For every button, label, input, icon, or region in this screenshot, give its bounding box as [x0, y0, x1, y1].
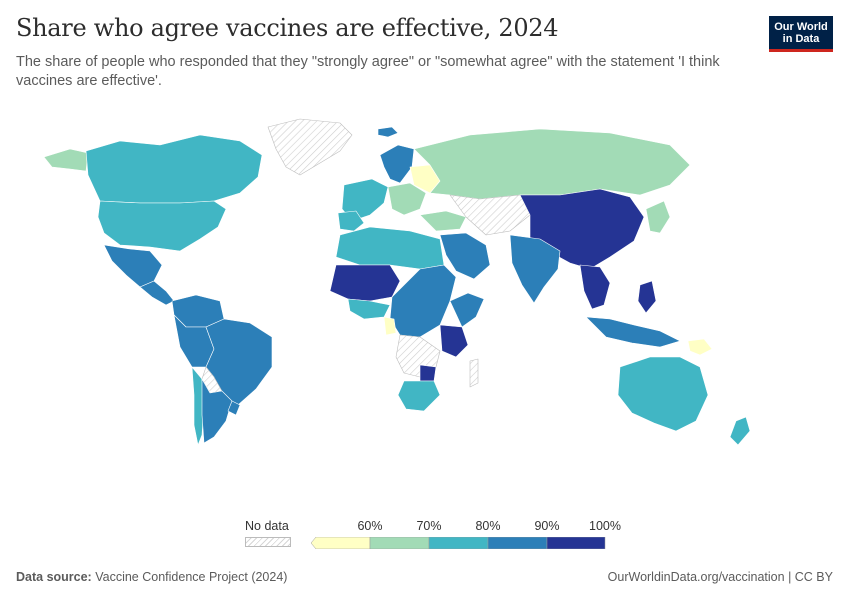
region-uruguay[interactable] — [227, 400, 241, 416]
region-iberia[interactable] — [337, 210, 365, 232]
no-data-label: No data — [245, 519, 289, 533]
region-horn[interactable] — [449, 292, 485, 328]
legend-bin-80-90[interactable] — [487, 537, 548, 549]
region-alaska[interactable] — [43, 148, 89, 172]
region-zimbabwe[interactable] — [419, 364, 437, 382]
region-usa[interactable] — [97, 200, 227, 252]
region-western-europe[interactable] — [341, 178, 389, 222]
region-gulf-of-guinea[interactable] — [347, 298, 391, 320]
region-philippines[interactable] — [637, 280, 657, 314]
footer-link[interactable]: OurWorldinData.org/vaccination | CC BY — [607, 570, 833, 584]
logo-line-1: Our World — [774, 21, 828, 33]
region-gabon[interactable] — [383, 316, 397, 336]
chart-subtitle: The share of people who responded that t… — [16, 54, 720, 89]
region-arabia[interactable] — [439, 232, 491, 280]
legend-bins — [311, 537, 606, 549]
no-data-swatch[interactable] — [245, 537, 291, 547]
region-sahel[interactable] — [329, 264, 401, 302]
legend-bin-60-70[interactable] — [369, 537, 430, 549]
region-central-europe[interactable] — [387, 182, 427, 216]
region-turkey[interactable] — [419, 210, 467, 232]
legend-tick-60: 60% — [357, 519, 383, 533]
data-source-label: Data source: — [16, 570, 92, 584]
region-south-africa[interactable] — [397, 380, 441, 412]
legend-tick-80: 80% — [475, 519, 501, 533]
owid-logo[interactable]: Our World in Data — [769, 16, 833, 52]
legend-tick-90: 90% — [534, 519, 560, 533]
region-central-america[interactable] — [139, 280, 175, 306]
region-india[interactable] — [509, 234, 561, 304]
region-argentina[interactable] — [201, 378, 233, 444]
data-source: Data source: Vaccine Confidence Project … — [16, 570, 287, 584]
region-png[interactable] — [687, 338, 713, 356]
region-iceland[interactable] — [377, 126, 399, 138]
data-source-link[interactable]: Vaccine Confidence Project (2024) — [95, 570, 288, 584]
region-australia[interactable] — [617, 356, 709, 432]
region-brazil[interactable] — [205, 318, 273, 406]
region-southeast-asia[interactable] — [579, 264, 611, 310]
region-japan[interactable] — [645, 200, 671, 234]
legend-tick-70: 70% — [416, 519, 442, 533]
region-greenland[interactable] — [267, 118, 353, 176]
region-central-asia[interactable] — [449, 194, 531, 236]
logo-line-2: in Data — [782, 33, 820, 45]
legend-bin-90-100[interactable] — [546, 537, 606, 549]
region-indonesia[interactable] — [585, 316, 681, 348]
region-madagascar[interactable] — [469, 358, 479, 388]
region-canada[interactable] — [85, 134, 263, 204]
region-mexico[interactable] — [103, 244, 163, 288]
region-new-zealand[interactable] — [729, 416, 751, 445]
region-north-africa[interactable] — [335, 226, 445, 270]
region-russia[interactable] — [413, 128, 691, 200]
legend-bin-70-80[interactable] — [428, 537, 489, 549]
legend-bin-below-60[interactable] — [311, 537, 371, 549]
chart-title: Share who agree vaccines are effective, … — [16, 14, 559, 42]
region-east-africa[interactable] — [439, 324, 469, 358]
legend-tick-100: 100% — [589, 519, 621, 533]
world-map — [43, 118, 751, 445]
map-legend: No data 60% 70% 80% 90% 100% — [0, 515, 850, 555]
region-scandinavia[interactable] — [379, 144, 415, 184]
